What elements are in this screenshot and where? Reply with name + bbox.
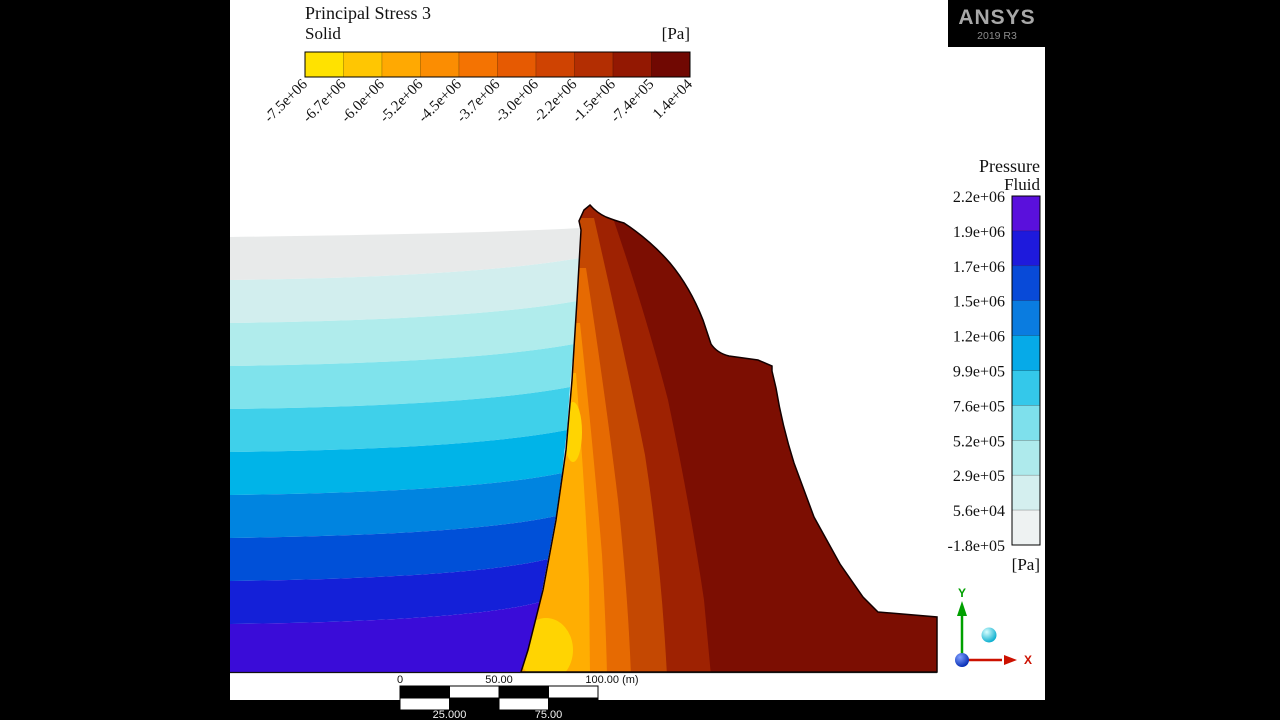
x-axis-label: X — [1024, 653, 1032, 667]
stress-legend-title: Principal Stress 3 — [305, 3, 431, 23]
ruler-label-50: 50.00 — [485, 674, 513, 686]
pressure-colorbar-segment — [1011, 370, 1041, 406]
fluid-band — [230, 258, 580, 323]
pressure-tick-label: 5.6e+04 — [953, 503, 1005, 520]
stress-colorbar-segment — [535, 51, 575, 78]
axis-triad[interactable]: Y X — [955, 586, 1032, 667]
ruler-segment — [449, 685, 500, 699]
ansys-watermark-background — [948, 0, 1045, 47]
fluid-band — [230, 301, 577, 366]
pressure-colorbar-segment — [1011, 509, 1041, 546]
fluid-band — [230, 602, 540, 672]
ruler-segment — [548, 685, 599, 699]
x-axis-arrowhead — [1004, 655, 1017, 665]
ruler-label-75: 75.00 — [535, 709, 563, 720]
ruler-label-100: 100.00 (m) — [585, 674, 638, 686]
ruler-segment — [548, 698, 598, 710]
pressure-legend: Pressure Fluid 2.2e+06 1.9e+06 1.7e+06 1… — [948, 156, 1041, 574]
pressure-tick-label: 9.9e+05 — [953, 364, 1005, 381]
pressure-colorbar-segment — [1011, 440, 1041, 476]
stress-colorbar-segment — [497, 51, 537, 78]
ruler-label-25: 25.000 — [433, 709, 467, 720]
y-axis-label: Y — [958, 586, 966, 600]
fluid-band — [230, 387, 570, 452]
stress-colorbar-segment — [612, 51, 652, 78]
stress-colorbar — [304, 51, 691, 78]
pressure-colorbar-segment — [1011, 405, 1041, 441]
pressure-colorbar-segment — [1011, 195, 1041, 232]
scale-ruler: 0 50.00 100.00 (m) 25.000 75.00 — [397, 674, 639, 720]
fluid-region — [230, 228, 581, 672]
fluid-band — [230, 516, 556, 581]
fluid-band — [230, 228, 581, 280]
pressure-tick-labels: 2.2e+06 1.9e+06 1.7e+06 1.5e+06 1.2e+06 … — [948, 189, 1005, 555]
triad-origin-sphere — [955, 653, 969, 667]
ruler-border — [399, 685, 599, 711]
fluid-band — [230, 430, 567, 495]
pressure-legend-units: [Pa] — [1012, 555, 1040, 574]
pressure-colorbar-segment — [1011, 230, 1041, 267]
pressure-colorbar-segment — [1011, 265, 1041, 301]
pressure-colorbar-border — [1011, 195, 1041, 546]
pressure-tick-label: 2.2e+06 — [953, 189, 1005, 206]
pressure-colorbar-segment — [1011, 474, 1041, 511]
pressure-tick-label: 1.2e+06 — [953, 329, 1005, 346]
pressure-colorbar-segment — [1011, 335, 1041, 371]
stress-colorbar-border — [304, 51, 691, 78]
y-axis-arrowhead — [957, 601, 967, 616]
stress-colorbar-segment — [343, 51, 383, 78]
pressure-legend-domain: Fluid — [1004, 175, 1040, 194]
ruler-label-0: 0 — [397, 674, 403, 686]
fluid-band — [230, 344, 574, 409]
stress-colorbar-segment — [420, 51, 460, 78]
ansys-watermark: ANSYS 2019 R3 — [948, 0, 1045, 47]
stress-legend-units: [Pa] — [662, 24, 690, 43]
ansys-logo: ANSYS — [958, 6, 1035, 29]
stress-legend-domain: Solid — [305, 24, 341, 43]
pressure-colorbar-segment — [1011, 300, 1041, 336]
stress-colorbar-segment — [381, 51, 421, 78]
fluid-band — [230, 473, 562, 538]
fluid-band — [230, 559, 548, 624]
pressure-colorbar — [1011, 195, 1041, 546]
stress-colorbar-segment — [458, 51, 498, 78]
pressure-tick-label: 5.2e+05 — [953, 433, 1005, 450]
ruler-segment — [499, 686, 549, 698]
z-axis-sphere — [981, 627, 997, 643]
stress-colorbar-segment — [651, 51, 691, 78]
pressure-tick-label: 1.9e+06 — [953, 224, 1005, 241]
dam-outline — [519, 203, 938, 673]
stress-colorbar-segment — [574, 51, 614, 78]
pressure-tick-label: 1.5e+06 — [953, 294, 1005, 311]
ruler-segment — [449, 698, 499, 710]
pressure-tick-label: 1.7e+06 — [953, 259, 1005, 276]
pressure-tick-label: -1.8e+05 — [948, 538, 1005, 555]
pressure-tick-label: 2.9e+05 — [953, 468, 1005, 485]
ansys-version: 2019 R3 — [977, 30, 1017, 42]
pressure-legend-title: Pressure — [979, 156, 1040, 176]
ruler-segment — [400, 686, 450, 698]
stress-colorbar-segment — [304, 51, 344, 78]
pressure-tick-label: 7.6e+05 — [953, 398, 1005, 415]
